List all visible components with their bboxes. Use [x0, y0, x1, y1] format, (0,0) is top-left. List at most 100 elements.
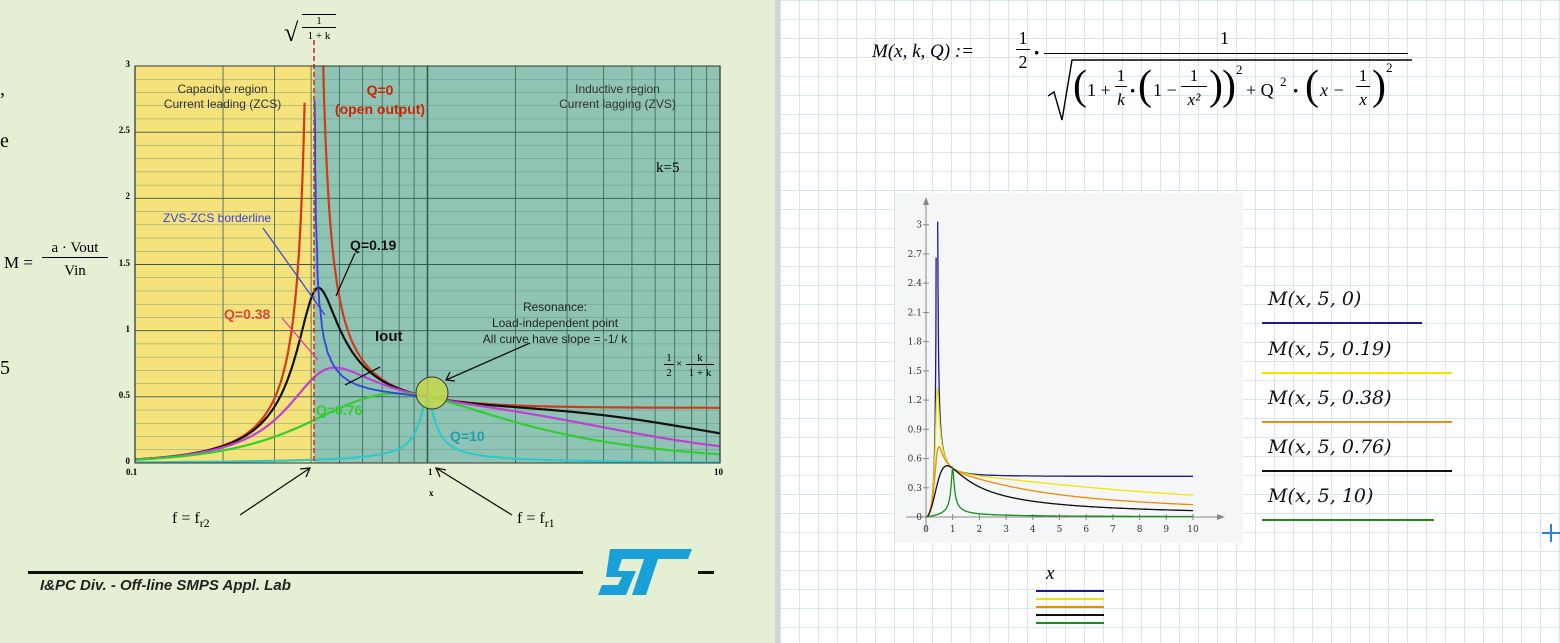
plot-region[interactable]	[895, 193, 1243, 543]
resonance-label-2: Load-independent point	[491, 316, 619, 330]
paren-open-3: (	[1305, 63, 1319, 109]
fr2-subscript: r2	[199, 516, 210, 531]
legend-label[interactable]: M(x, 5, 10)	[1268, 485, 1374, 507]
sqrt-radical-icon	[1048, 59, 1412, 121]
sqrt-numerator: 1	[302, 14, 336, 28]
resonance-chart	[134, 40, 721, 516]
times-dot: ·	[1033, 40, 1041, 65]
resonance-label-1: Resonance:	[522, 300, 588, 314]
capacitive-label-2: Current leading (ZCS)	[163, 97, 282, 111]
square-3: 2	[1386, 60, 1393, 75]
y-tick-label: 2.7	[908, 250, 923, 260]
x-tick-label: 9	[1163, 525, 1169, 535]
paren-close: )	[1222, 63, 1236, 109]
x-tick-label: 8	[1137, 525, 1143, 535]
y-tick-label: 3	[916, 221, 922, 231]
main-numerator: 1	[1220, 28, 1229, 48]
ylabel-numerator: a · Vout	[42, 240, 108, 258]
y-tick-label: 2.1	[908, 308, 922, 318]
series-zvs-zcs-borderline	[313, 100, 428, 398]
y-tick-label: 2.4	[908, 279, 923, 289]
paren-close-2: )	[1209, 63, 1223, 109]
times-dot-2: ·	[1129, 78, 1137, 103]
frac-1k-num: 1	[1115, 66, 1127, 87]
footer-text: I&PC Div. - Off-line SMPS Appl. Lab	[40, 577, 291, 594]
inductive-label-1: Inductive region	[575, 82, 660, 96]
paren-open-2: (	[1138, 63, 1152, 109]
margin-char: ,	[0, 78, 5, 100]
fr1-label: f = fr1	[517, 510, 555, 531]
inductive-label-2: Current lagging (ZVS)	[559, 97, 676, 111]
q0-label-1: Q=0	[366, 82, 394, 98]
y-tick-label: 2.5	[118, 125, 130, 136]
x-tick-label: 2	[977, 525, 983, 535]
frac-k-num: k	[686, 352, 714, 365]
x-legend-line	[1036, 598, 1104, 600]
q038-label: Q=0.38	[224, 306, 271, 322]
x-tick-label: 10	[714, 467, 723, 477]
mathcad-plot[interactable]: 0 1 2 3 4 5 6 7 8 9 10 0 0.3 0.6 0.9 1.2 1.5 1.8 2.1 2.4 2.7…	[895, 193, 1243, 543]
inner-1: 1 +	[1087, 80, 1111, 100]
frac-half-num: 1	[664, 352, 674, 365]
x-tick-label: 6	[1083, 525, 1089, 535]
paren-close-3: )	[1372, 63, 1386, 109]
legend-line	[1262, 470, 1452, 472]
margin-char: e	[0, 130, 9, 152]
x-tick-label: 10	[1187, 525, 1199, 535]
legend-line	[1262, 372, 1452, 374]
q0-label-2: (open output)	[334, 101, 426, 117]
fr1-label-text: f = f	[517, 510, 545, 527]
legend-label[interactable]: M(x, 5, 0.38)	[1268, 387, 1392, 409]
y-tick-label: 0.6	[908, 455, 923, 465]
y-tick-label: 0.5	[118, 389, 130, 400]
x-tick-label: 0.1	[126, 467, 138, 477]
square-2: 2	[1280, 74, 1287, 89]
q019-label: Q=0.19	[350, 237, 397, 253]
resonance-label-3: All curve have slope = -1/ k	[482, 332, 628, 346]
st-logo-icon	[598, 549, 692, 595]
x-tick-label: 7	[1110, 525, 1116, 535]
frac-1x2-num: 1	[1181, 66, 1207, 87]
cursor-crosshair-v	[1550, 524, 1552, 542]
half-denominator: 2	[1018, 52, 1028, 72]
worksheet-panel[interactable]: M(x, k, Q) := 1 2 · 1 ( 1 + 1 k · ( 1 − …	[780, 0, 1560, 643]
resonance-point-circle	[415, 376, 449, 410]
ylabel-m: M =	[4, 253, 33, 272]
y-axis-arrow-icon	[923, 197, 929, 205]
k-value-label: k=5	[656, 160, 680, 176]
x-axis-arrow-icon	[1217, 514, 1225, 520]
y-tick-label: 1.2	[908, 396, 922, 406]
y-tick-label: 1.5	[118, 257, 130, 268]
y-tick-label: 2	[125, 191, 131, 202]
x-tick-label: 3	[1003, 525, 1009, 535]
legend-label[interactable]: M(x, 5, 0.19)	[1268, 338, 1392, 360]
fr2-label-text: f = f	[172, 510, 200, 527]
times-dot-3: ·	[1292, 78, 1300, 103]
x-tick-label: 1	[428, 467, 433, 477]
frac-half-den: 2	[666, 367, 672, 379]
zvs-borderline-label: ZVS-ZCS borderline	[163, 211, 272, 225]
q10-label: Q=10	[450, 428, 485, 444]
iout-label: Iout	[375, 328, 403, 345]
q038-arrow	[281, 317, 319, 361]
frac-1x-num: 1	[1356, 66, 1370, 87]
frac-1x-den: x	[1359, 90, 1367, 109]
mc-series-0.76	[926, 465, 1193, 518]
formula-lhs: M(x, k, Q) :=	[872, 41, 974, 62]
legend-line	[1262, 322, 1422, 324]
legend-label[interactable]: M(x, 5, 0.76)	[1268, 436, 1392, 458]
legend-label[interactable]: M(x, 5, 0)	[1268, 288, 1362, 310]
x-legend-line	[1036, 614, 1104, 616]
x-tick-label: 5	[1057, 525, 1063, 535]
inner-2: 1 −	[1153, 80, 1177, 100]
legend-line	[1262, 519, 1434, 521]
inner-3: x −	[1320, 80, 1345, 100]
plot-x-axis-label[interactable]: x	[1046, 563, 1055, 584]
y-tick-label: 3	[125, 59, 131, 69]
annotation-arrows	[239, 252, 531, 516]
times-sign: ×	[676, 358, 683, 370]
chart-frame	[134, 65, 721, 464]
panel-divider[interactable]	[775, 0, 780, 643]
x-tick-label: 4	[1030, 525, 1036, 535]
plus-q: + Q	[1246, 80, 1274, 100]
